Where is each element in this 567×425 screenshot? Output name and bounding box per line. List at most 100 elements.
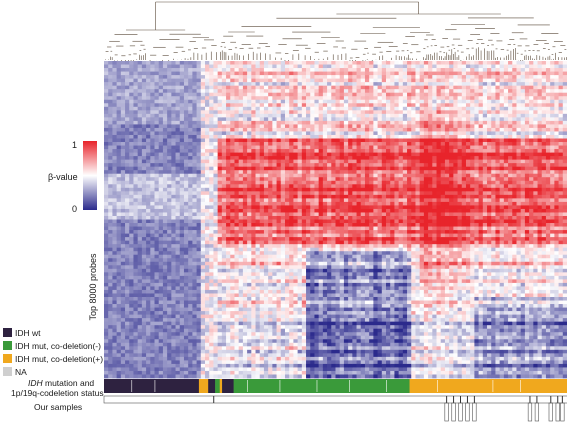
heatmap-cell (213, 103, 219, 108)
heatmap-cell (234, 99, 240, 104)
heatmap-cell (192, 258, 197, 263)
heatmap-cell (158, 149, 164, 153)
heatmap-cell (120, 311, 126, 315)
heatmap-cell (310, 244, 315, 249)
heatmap-cell (221, 156, 227, 161)
heatmap-cell (251, 353, 256, 358)
heatmap-cell (200, 156, 206, 161)
heatmap-cell (297, 304, 303, 308)
heatmap-cell (125, 223, 130, 227)
heatmap-cell (301, 353, 307, 358)
heatmap-cell (108, 117, 113, 122)
heatmap-cell (196, 113, 202, 118)
heatmap-cell (175, 205, 181, 210)
heatmap-cell (280, 177, 286, 182)
heatmap-cell (205, 240, 210, 245)
heatmap-cell (230, 145, 235, 150)
heatmap-cell (104, 261, 109, 266)
heatmap-cell (238, 92, 244, 97)
heatmap-cell (120, 113, 126, 118)
heatmap-cell (310, 339, 315, 344)
heatmap-cell (280, 251, 286, 256)
heatmap-cell (293, 166, 299, 171)
heatmap-cell (162, 92, 168, 97)
heatmap-cell (108, 198, 113, 203)
heatmap-cell (234, 296, 240, 301)
heatmap-cell (314, 85, 320, 90)
heatmap-cell (284, 71, 290, 76)
heatmap-cell (268, 198, 273, 203)
heatmap-cell (234, 247, 240, 252)
heatmap-cell (108, 103, 113, 108)
heatmap-cell (141, 304, 147, 308)
heatmap-cell (276, 318, 282, 323)
heatmap-cell (297, 339, 303, 344)
heatmap-cell (162, 68, 168, 72)
heatmap-cell (263, 103, 269, 108)
heatmap-cell (108, 219, 113, 224)
heatmap-cell (268, 64, 273, 69)
heatmap-cell (268, 258, 273, 263)
heatmap-cell (200, 68, 206, 72)
heatmap-cell (242, 113, 248, 118)
heatmap-cell (276, 156, 282, 161)
heatmap-cell (116, 356, 122, 361)
heatmap-cell (242, 353, 248, 358)
heatmap-cell (150, 201, 155, 206)
heatmap-cell (112, 268, 118, 273)
heatmap-cell (263, 268, 269, 273)
heatmap-cell (179, 156, 185, 161)
heatmap-cell (247, 85, 252, 90)
heatmap-cell (272, 244, 277, 249)
heatmap-cell (217, 349, 223, 354)
heatmap-cell (221, 170, 227, 175)
heatmap-cell (125, 286, 130, 291)
heatmap-cell (129, 152, 134, 157)
heatmap-cell (112, 156, 118, 161)
heatmap-cell (112, 201, 118, 206)
heatmap-cell (171, 307, 176, 312)
heatmap-cell (234, 268, 240, 273)
heatmap-cell (310, 159, 315, 164)
heatmap-cell (196, 145, 202, 150)
heatmap-cell (192, 201, 197, 206)
heatmap-cell (188, 187, 193, 192)
heatmap-cell (213, 223, 219, 227)
heatmap-cell (259, 201, 265, 206)
heatmap-cell (213, 187, 219, 192)
heatmap-cell (188, 61, 193, 65)
heatmap-cell (297, 219, 303, 224)
heatmap-cell (154, 307, 160, 312)
heatmap-cell (209, 321, 214, 326)
heatmap-cell (289, 307, 294, 312)
heatmap-cell (196, 342, 202, 347)
heatmap-cell (268, 177, 273, 182)
heatmap-cell (226, 61, 231, 65)
heatmap-cell (242, 152, 248, 157)
heatmap-cell (125, 212, 130, 217)
heatmap-cell (230, 110, 235, 115)
heatmap-cell (175, 208, 181, 213)
heatmap-cell (268, 296, 273, 301)
heatmap-cell (205, 152, 210, 157)
heatmap-cell (196, 75, 202, 80)
heatmap-cell (167, 272, 172, 277)
heatmap-cell (200, 356, 206, 361)
heatmap-cell (259, 265, 265, 270)
heatmap-cell (306, 184, 311, 189)
heatmap-cell (255, 318, 261, 323)
heatmap-cell (150, 275, 155, 280)
heatmap-cell (276, 286, 282, 291)
heatmap-cell (146, 325, 151, 330)
heatmap-cell (171, 370, 176, 375)
heatmap-cell (310, 293, 315, 298)
heatmap-cell (137, 78, 143, 83)
heatmap-cell (255, 332, 261, 337)
heatmap-cell (276, 173, 282, 178)
heatmap-cell (196, 265, 202, 270)
heatmap-cell (120, 124, 126, 129)
heatmap-cell (293, 138, 299, 143)
heatmap-cell (112, 349, 118, 354)
heatmap-cell (301, 286, 307, 291)
heatmap-cell (314, 64, 320, 69)
